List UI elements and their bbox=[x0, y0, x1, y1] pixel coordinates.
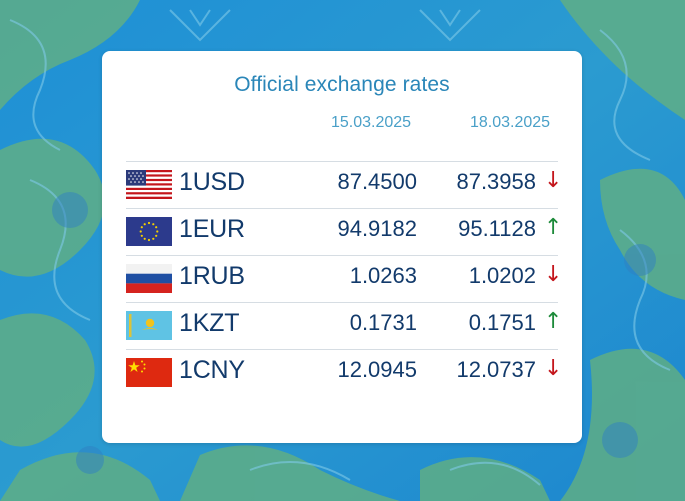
rate-current: 87.3958 bbox=[456, 169, 536, 194]
date-previous: 15.03.2025 bbox=[331, 114, 412, 131]
rate-previous: 1.0263 bbox=[349, 263, 417, 288]
rate-current: 95.1128 bbox=[458, 216, 536, 241]
cn-flag-icon bbox=[126, 358, 172, 387]
rate-current: 1.0202 bbox=[468, 263, 536, 288]
currency-code: 1RUB bbox=[179, 262, 245, 290]
currency-code: 1KZT bbox=[179, 309, 240, 337]
rate-row-rub: 1RUB 1.0263 1.0202 ↓ bbox=[126, 255, 562, 303]
rate-previous: 0.1731 bbox=[349, 310, 417, 335]
kz-flag-icon bbox=[126, 311, 172, 340]
trend-down-icon: ↓ bbox=[544, 262, 563, 287]
ru-flag-icon bbox=[126, 264, 172, 293]
rate-previous: 94.9182 bbox=[337, 216, 417, 241]
trend-up-icon: ↑ bbox=[544, 309, 563, 334]
currency-code: 1USD bbox=[179, 168, 245, 196]
trend-down-icon: ↓ bbox=[544, 168, 563, 193]
us-flag-icon bbox=[126, 170, 172, 199]
rate-row-cny: 1CNY 12.0945 12.0737 ↓ bbox=[126, 349, 562, 397]
date-current: 18.03.2025 bbox=[470, 114, 551, 131]
eu-flag-icon bbox=[126, 217, 172, 246]
card-title: Official exchange rates bbox=[234, 73, 450, 96]
rate-current: 0.1751 bbox=[468, 310, 536, 335]
trend-up-icon: ↑ bbox=[544, 215, 563, 240]
currency-code: 1CNY bbox=[179, 356, 245, 384]
rate-row-kzt: 1KZT 0.1731 0.1751 ↑ bbox=[126, 302, 562, 350]
rate-previous: 87.4500 bbox=[337, 169, 417, 194]
rate-row-eur: 1EUR 94.9182 95.1128 ↑ bbox=[126, 208, 562, 256]
currency-code: 1EUR bbox=[179, 215, 245, 243]
rate-current: 12.0737 bbox=[456, 357, 536, 382]
trend-down-icon: ↓ bbox=[544, 356, 563, 381]
rate-previous: 12.0945 bbox=[337, 357, 417, 382]
rate-row-usd: 1USD 87.4500 87.3958 ↓ bbox=[126, 161, 562, 209]
exchange-rates-card: Official exchange rates 15.03.2025 18.03… bbox=[102, 51, 582, 443]
